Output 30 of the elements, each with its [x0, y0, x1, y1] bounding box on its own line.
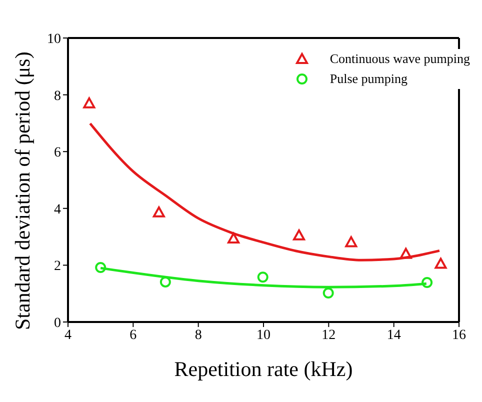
x-tick-label: 14: [386, 328, 401, 343]
x-tick-label: 16: [452, 328, 466, 343]
legend-label: Pulse pumping: [330, 70, 408, 88]
point: [160, 276, 171, 288]
y-axis-title: Standard deviation of period (μs): [10, 52, 34, 330]
x-tick-label: 6: [130, 328, 137, 343]
line-series: [88, 122, 441, 262]
y-tick-label: 10: [47, 32, 61, 47]
point: [293, 229, 306, 240]
point: [83, 97, 96, 108]
y-tick-label: 0: [54, 316, 61, 331]
point: [322, 288, 334, 299]
point: [400, 248, 412, 259]
x-tick-label: 4: [64, 328, 72, 343]
x-tick-label: 12: [322, 328, 336, 343]
point: [257, 272, 268, 283]
y-tick-label: 2: [54, 259, 61, 274]
point: [152, 206, 165, 218]
x-tick-label: 10: [256, 328, 270, 343]
x-axis-title: Repetition rate (kHz): [174, 357, 353, 381]
y-tick-label: 4: [54, 202, 61, 218]
y-tick-label: 6: [54, 146, 61, 161]
point: [95, 262, 106, 273]
point: [422, 277, 433, 288]
point: [345, 236, 358, 248]
x-tick-label: 8: [194, 328, 202, 343]
y-tick-label: 8: [54, 88, 61, 104]
point: [434, 258, 447, 269]
legend-label: Continuous wave pumping: [330, 50, 470, 68]
point: [228, 232, 240, 244]
